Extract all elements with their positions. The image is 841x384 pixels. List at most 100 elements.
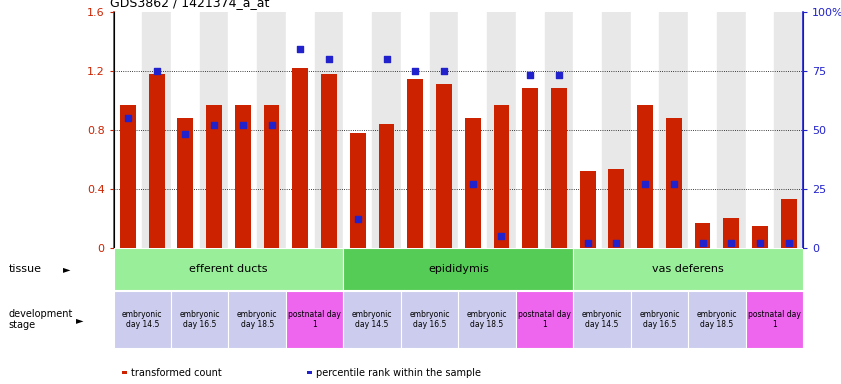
Bar (401, 291, 458, 348)
Bar (401, 12, 430, 248)
Bar (574, 12, 602, 248)
Bar (286, 291, 343, 348)
Bar (666, 118, 682, 248)
Bar (516, 12, 544, 248)
Point (553, 72, 566, 78)
Point (265, 122, 278, 128)
Bar (321, 73, 337, 248)
Bar (378, 124, 394, 248)
Bar (487, 12, 516, 248)
Point (409, 68, 422, 74)
Text: embryonic
day 18.5: embryonic day 18.5 (696, 310, 738, 329)
Point (638, 181, 652, 187)
Bar (574, 248, 803, 290)
Point (495, 233, 508, 239)
Bar (516, 291, 574, 348)
Point (208, 122, 221, 128)
Bar (114, 248, 343, 290)
Bar (775, 12, 803, 248)
Bar (602, 12, 631, 248)
Bar (350, 132, 366, 248)
Bar (114, 291, 171, 348)
Bar (752, 225, 768, 248)
Bar (781, 199, 796, 248)
Bar (659, 12, 688, 248)
Bar (688, 291, 746, 348)
Bar (609, 169, 624, 248)
Bar (407, 79, 423, 248)
Text: embryonic
day 16.5: embryonic day 16.5 (179, 310, 220, 329)
Bar (746, 291, 803, 348)
Bar (631, 12, 659, 248)
Bar (372, 12, 401, 248)
Text: efferent ducts: efferent ducts (189, 264, 267, 274)
Text: postnatal day
1: postnatal day 1 (518, 310, 571, 329)
Point (322, 56, 336, 62)
Bar (235, 104, 251, 248)
Text: embryonic
day 18.5: embryonic day 18.5 (237, 310, 278, 329)
Text: percentile rank within the sample: percentile rank within the sample (316, 368, 481, 378)
Bar (315, 12, 343, 248)
Bar (688, 12, 717, 248)
Text: development
stage: development stage (8, 309, 73, 331)
Point (121, 115, 135, 121)
Bar (343, 291, 401, 348)
Bar (343, 248, 574, 290)
Bar (465, 118, 480, 248)
Text: embryonic
day 14.5: embryonic day 14.5 (582, 310, 622, 329)
Point (380, 56, 394, 62)
Text: embryonic
day 16.5: embryonic day 16.5 (639, 310, 680, 329)
Point (236, 122, 250, 128)
Bar (206, 104, 222, 248)
Bar (149, 73, 165, 248)
Bar (494, 104, 510, 248)
Bar (579, 171, 595, 248)
Bar (522, 88, 538, 248)
Point (437, 68, 451, 74)
Text: postnatal day
1: postnatal day 1 (748, 310, 801, 329)
Bar (631, 291, 688, 348)
Bar (171, 12, 200, 248)
Text: embryonic
day 14.5: embryonic day 14.5 (122, 310, 162, 329)
Bar (293, 68, 308, 248)
Bar (637, 104, 653, 248)
Text: embryonic
day 18.5: embryonic day 18.5 (467, 310, 507, 329)
Bar (257, 12, 286, 248)
Point (523, 72, 537, 78)
Bar (458, 291, 516, 348)
Text: transformed count: transformed count (131, 368, 222, 378)
Point (581, 240, 595, 246)
Point (667, 181, 680, 187)
Text: ►: ► (76, 314, 83, 325)
Bar (343, 12, 372, 248)
Text: vas deferens: vas deferens (653, 264, 724, 274)
Bar (200, 12, 229, 248)
Point (754, 240, 767, 246)
Point (351, 216, 364, 222)
Bar (436, 84, 452, 248)
Point (782, 240, 796, 246)
Bar (717, 12, 746, 248)
Bar (551, 88, 567, 248)
Bar (746, 12, 775, 248)
Text: embryonic
day 14.5: embryonic day 14.5 (352, 310, 393, 329)
Bar (695, 223, 711, 248)
Text: epididymis: epididymis (428, 264, 489, 274)
Bar (171, 291, 229, 348)
Bar (114, 12, 142, 248)
Point (466, 181, 479, 187)
Text: GDS3862 / 1421374_a_at: GDS3862 / 1421374_a_at (110, 0, 269, 9)
Bar (286, 12, 315, 248)
Bar (430, 12, 458, 248)
Bar (177, 118, 193, 248)
Bar (142, 12, 171, 248)
Point (294, 46, 307, 52)
Bar (229, 12, 257, 248)
Bar (229, 291, 286, 348)
Text: tissue: tissue (8, 264, 41, 274)
Point (696, 240, 709, 246)
Text: ►: ► (63, 264, 71, 274)
Bar (574, 291, 631, 348)
Bar (120, 104, 135, 248)
Bar (545, 12, 574, 248)
